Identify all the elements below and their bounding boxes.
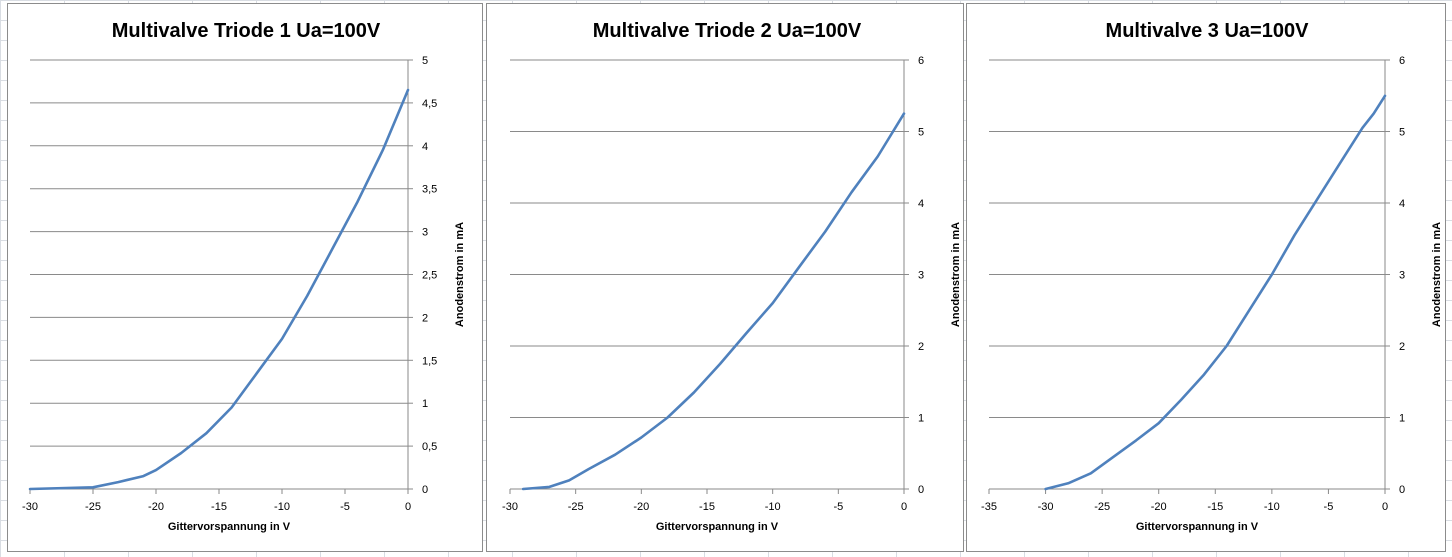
series-line [521, 112, 906, 491]
y-tick-label: 4 [918, 198, 924, 210]
x-tick-label: -5 [1324, 501, 1334, 513]
y-axis-title: Anodenstrom in mA [1431, 222, 1443, 327]
y-tick-label: 6 [1399, 55, 1405, 67]
y-tick-label: 2 [918, 341, 924, 353]
y-tick-label: 3,5 [422, 184, 437, 196]
y-tick-label: 0 [1399, 484, 1405, 496]
x-tick-label: -30 [1038, 501, 1054, 513]
x-tick-label: -20 [148, 501, 164, 513]
x-tick-label: -5 [340, 501, 350, 513]
x-tick-label: -10 [765, 501, 781, 513]
x-tick-label: -20 [633, 501, 649, 513]
chart-svg: Multivalve Triode 2 Ua=100V 0 1 2 3 4 5 6 -30 -25… [502, 20, 962, 533]
y-tick-label: 0 [422, 484, 428, 496]
x-axis-title: Gittervorspannung in V [168, 521, 291, 533]
chart-svg: Multivalve Triode 1 Ua=100V 0 0,5 1 1,5 2 2,5 3… [22, 20, 466, 533]
x-tick-label: -15 [699, 501, 715, 513]
y-tick-label: 5 [422, 55, 428, 67]
y-axis-title: Anodenstrom in mA [950, 222, 962, 327]
y-tick-label: 1 [1399, 413, 1405, 425]
y-tick-label: 5 [918, 127, 924, 139]
chart-title: Multivalve Triode 2 Ua=100V [593, 20, 862, 42]
chart-title: Multivalve 3 Ua=100V [1106, 20, 1310, 42]
y-tick-label: 2,5 [422, 270, 437, 282]
y-tick-label: 2 [422, 312, 428, 324]
x-tick-label: -30 [22, 501, 38, 513]
y-tick-label: 6 [918, 55, 924, 67]
x-tick-label: -10 [274, 501, 290, 513]
x-axis-title: Gittervorspannung in V [656, 521, 779, 533]
y-tick-label: 2 [1399, 341, 1405, 353]
y-axis-title: Anodenstrom in mA [454, 222, 466, 327]
x-tick-label: -25 [85, 501, 101, 513]
y-tick-label: 3 [918, 270, 924, 282]
x-tick-label: -15 [1207, 501, 1223, 513]
y-tick-label: 1,5 [422, 355, 437, 367]
x-tick-label: 0 [901, 501, 907, 513]
x-tick-label: -25 [568, 501, 584, 513]
series-line [1044, 94, 1387, 491]
chart-panel-multivalve-3[interactable]: Multivalve 3 Ua=100V 0 1 2 3 4 5 6 -35 -30 -25 -20 -… [966, 3, 1446, 552]
chart-panel-triode-2[interactable]: Multivalve Triode 2 Ua=100V 0 1 2 3 4 5 6 -30 -25… [486, 3, 964, 552]
x-tick-label: -35 [981, 501, 997, 513]
y-tick-label: 1 [918, 413, 924, 425]
x-tick-label: -20 [1151, 501, 1167, 513]
chart-panel-triode-1[interactable]: Multivalve Triode 1 Ua=100V 0 0,5 1 1,5 2 2,5 3… [7, 3, 483, 552]
x-tick-label: -10 [1264, 501, 1280, 513]
y-tick-label: 1 [422, 398, 428, 410]
x-axis-title: Gittervorspannung in V [1136, 521, 1259, 533]
x-tick-label: -15 [211, 501, 227, 513]
chart-title: Multivalve Triode 1 Ua=100V [112, 20, 381, 42]
y-tick-label: 0 [918, 484, 924, 496]
x-tick-label: 0 [405, 501, 411, 513]
series-line [28, 88, 410, 491]
chart-svg: Multivalve 3 Ua=100V 0 1 2 3 4 5 6 -35 -30 -25 -20 -… [981, 20, 1443, 533]
y-tick-label: 4 [1399, 198, 1405, 210]
y-tick-label: 4,5 [422, 98, 437, 110]
y-tick-label: 3 [422, 227, 428, 239]
x-tick-label: -25 [1094, 501, 1110, 513]
y-tick-label: 0,5 [422, 441, 437, 453]
x-tick-label: -30 [502, 501, 518, 513]
x-tick-label: -5 [833, 501, 843, 513]
y-tick-label: 4 [422, 141, 428, 153]
x-tick-label: 0 [1382, 501, 1388, 513]
y-tick-label: 3 [1399, 270, 1405, 282]
y-tick-label: 5 [1399, 127, 1405, 139]
